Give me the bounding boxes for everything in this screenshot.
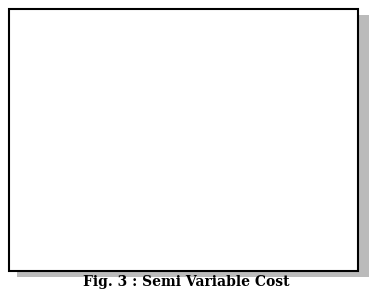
Text: Total
Semi-
Variable
Cost: Total Semi- Variable Cost: [39, 127, 84, 176]
Text: Output: Output: [199, 242, 242, 255]
Text: Fig. 3 : Semi Variable Cost: Fig. 3 : Semi Variable Cost: [83, 275, 290, 289]
Text: O: O: [109, 228, 119, 241]
Text: Y: Y: [118, 21, 126, 33]
Text: Variable Cost of
Production: Variable Cost of Production: [245, 105, 332, 128]
Text: TC: TC: [326, 64, 340, 74]
Text: X: X: [336, 219, 344, 232]
